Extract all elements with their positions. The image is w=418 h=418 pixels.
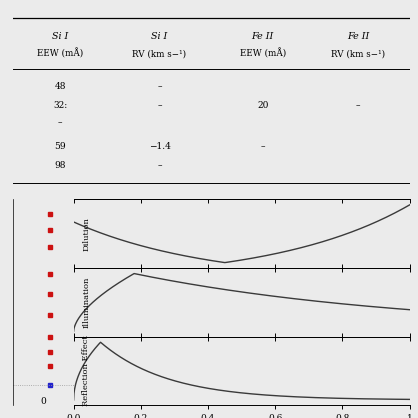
Text: 20: 20 — [257, 101, 268, 110]
Text: Si I: Si I — [52, 32, 68, 41]
Text: –: – — [157, 82, 162, 91]
Text: Fe II: Fe II — [347, 32, 369, 41]
Text: Reflection Effect: Reflection Effect — [82, 336, 90, 406]
Text: –: – — [260, 142, 265, 151]
Text: –: – — [58, 118, 62, 127]
Text: –: – — [157, 161, 162, 170]
Text: EEW (mÅ): EEW (mÅ) — [240, 48, 286, 59]
Text: RV (km s−¹): RV (km s−¹) — [133, 49, 186, 58]
Text: RV (km s−¹): RV (km s−¹) — [331, 49, 385, 58]
Text: 48: 48 — [54, 82, 66, 91]
Text: Dilution: Dilution — [82, 217, 90, 251]
Text: 32:: 32: — [53, 101, 67, 110]
Text: −1.4: −1.4 — [148, 142, 171, 151]
Text: 59: 59 — [54, 142, 66, 151]
Text: EEW (mÅ): EEW (mÅ) — [37, 48, 83, 59]
Text: Fe II: Fe II — [252, 32, 274, 41]
Text: –: – — [356, 101, 360, 110]
Text: –: – — [157, 101, 162, 110]
Text: 98: 98 — [54, 161, 66, 170]
Text: Si I: Si I — [151, 32, 168, 41]
Text: Illumination: Illumination — [82, 277, 90, 328]
Text: 0: 0 — [40, 397, 46, 406]
